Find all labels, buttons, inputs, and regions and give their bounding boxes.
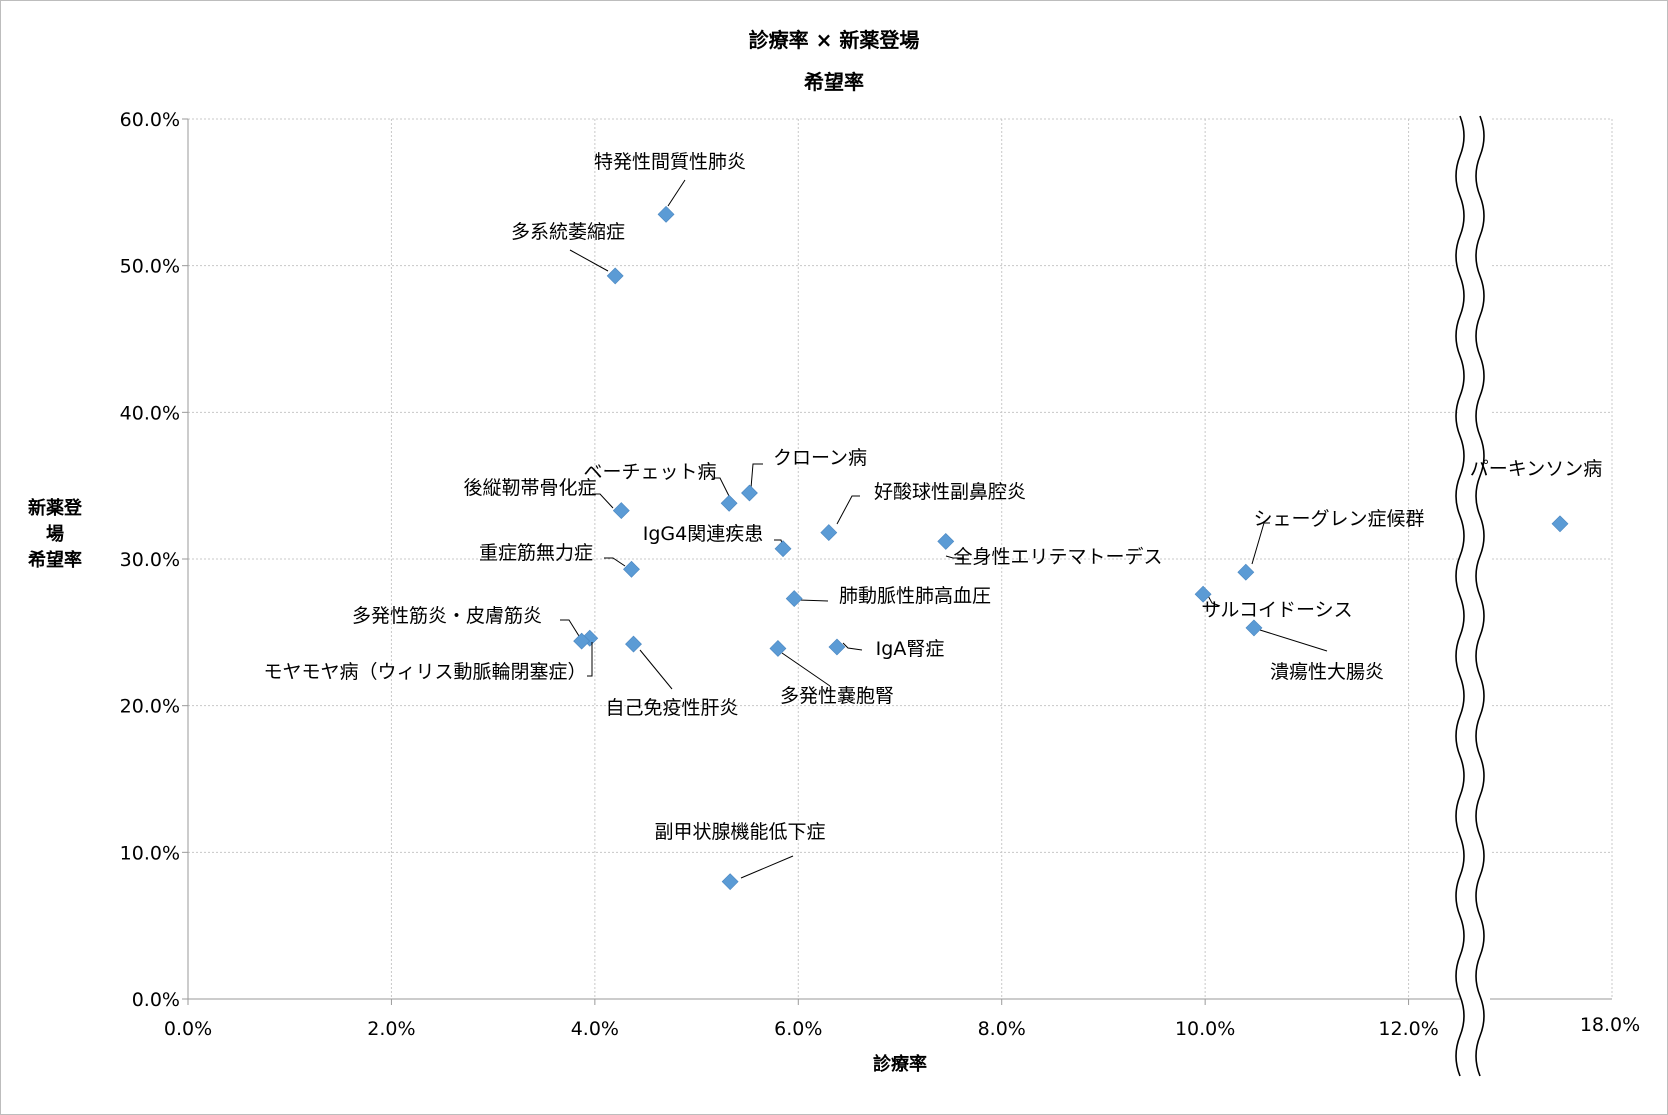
data-point — [606, 267, 624, 285]
chart-title: 診療率 × 新薬登場 — [748, 28, 920, 52]
data-label: 肺動脈性肺高血圧 — [839, 585, 991, 607]
data-label: 多発性筋炎・皮膚筋炎 — [352, 605, 542, 627]
data-point — [573, 632, 591, 650]
data-label: ベーチェット病 — [583, 461, 716, 483]
leader-line — [798, 599, 829, 602]
data-label: 後縦靭帯骨化症 — [463, 477, 596, 499]
leader-line — [945, 555, 964, 559]
leader-line — [712, 477, 730, 497]
data-point — [741, 484, 758, 502]
leader-line — [781, 652, 831, 687]
leader-line — [569, 249, 609, 272]
y-tick-label: 0.0% — [132, 989, 180, 1011]
data-point — [820, 524, 838, 542]
leader-line — [836, 495, 860, 525]
data-point — [657, 205, 675, 223]
y-tick-label: 50.0% — [120, 256, 180, 278]
data-label: 多発性嚢胞腎 — [780, 685, 894, 707]
data-label: 多系統萎縮症 — [511, 221, 625, 243]
x-tick-label: 10.0% — [1175, 1018, 1235, 1040]
data-point — [1194, 585, 1212, 603]
x-axis-label: 診療率 — [873, 1054, 927, 1075]
chart-subtitle: 希望率 — [804, 70, 864, 94]
data-point — [1551, 515, 1569, 533]
axis-break-line — [1455, 115, 1465, 1077]
leader-line — [750, 463, 763, 489]
data-point — [1237, 563, 1255, 581]
data-label: クローン病 — [773, 447, 867, 469]
y-axis-label-line1: 新薬登場 — [28, 498, 82, 545]
data-point — [721, 873, 739, 891]
leader-line — [587, 642, 593, 677]
x-tick-label: 0.0% — [164, 1018, 212, 1040]
data-point — [625, 635, 642, 653]
data-point — [623, 560, 640, 578]
leader-line — [842, 642, 863, 651]
leader-line — [1259, 629, 1328, 652]
data-point — [1245, 619, 1263, 637]
data-point — [937, 532, 955, 550]
leader-line — [740, 855, 794, 879]
leader-line — [639, 649, 673, 690]
data-point — [785, 590, 803, 608]
data-point — [828, 638, 846, 656]
y-tick-label: 20.0% — [120, 696, 180, 718]
axis-break-line — [1475, 115, 1485, 1077]
leader-line — [1251, 522, 1270, 565]
data-label: 全身性エリテマトーデス — [953, 546, 1162, 568]
data-label: シェーグレン症候群 — [1253, 508, 1424, 530]
data-label: 特発性間質性肺炎 — [594, 151, 746, 173]
x-tick-label: 12.0% — [1378, 1018, 1438, 1040]
data-label: 好酸球性副鼻腔炎 — [874, 481, 1026, 503]
y-tick-label: 10.0% — [120, 842, 180, 864]
leader-line — [592, 493, 614, 509]
y-axis-label-line2: 希望率 — [28, 550, 82, 571]
data-label: パーキンソン病 — [1470, 458, 1602, 480]
data-point — [612, 502, 630, 520]
data-label: 自己免疫性肝炎 — [605, 697, 738, 719]
data-point — [769, 640, 787, 657]
data-label: モヤモヤ病（ウィリス動脈輪閉塞症） — [263, 661, 586, 683]
data-label: 重症筋無力症 — [479, 542, 593, 564]
y-axis-label: 新薬登場 希望率 — [20, 496, 90, 574]
data-label: サルコイドーシス — [1201, 599, 1352, 621]
leader-line — [667, 179, 686, 207]
x-tick-label: 2.0% — [367, 1018, 415, 1040]
data-label: 副甲状腺機能低下症 — [654, 821, 825, 843]
data-point — [720, 494, 738, 512]
data-label: IgG4関連疾患 — [643, 523, 763, 545]
x-tick-label: 4.0% — [571, 1018, 619, 1040]
axis-break-band — [1460, 114, 1490, 1004]
y-tick-label: 60.0% — [120, 109, 180, 131]
x-tick-label: 8.0% — [978, 1018, 1026, 1040]
x-tick-label: 6.0% — [774, 1018, 822, 1040]
leader-line — [560, 619, 580, 637]
x-tick-label: 18.0% — [1580, 1014, 1640, 1036]
data-label: 潰瘍性大腸炎 — [1270, 661, 1384, 683]
data-label: IgA腎症 — [876, 638, 945, 660]
data-point — [774, 540, 792, 558]
leader-line — [604, 557, 626, 567]
y-tick-label: 40.0% — [120, 402, 180, 424]
y-tick-label: 30.0% — [120, 549, 180, 571]
